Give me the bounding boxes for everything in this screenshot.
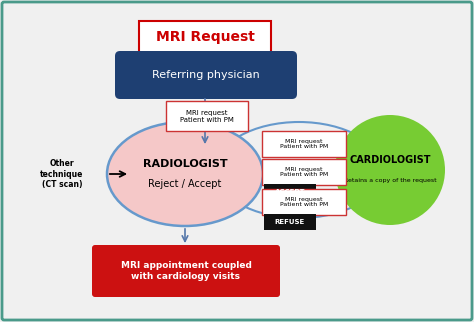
Text: ACCEPT: ACCEPT (275, 189, 305, 195)
FancyBboxPatch shape (166, 101, 248, 131)
Text: MRI Request: MRI Request (155, 30, 255, 44)
Text: REFUSE: REFUSE (275, 219, 305, 225)
FancyBboxPatch shape (139, 21, 271, 53)
Text: MRI appointment coupled
with cardiology visits: MRI appointment coupled with cardiology … (120, 261, 251, 281)
FancyBboxPatch shape (262, 189, 346, 215)
Text: Referring physician: Referring physician (152, 70, 260, 80)
Text: CARDIOLOGIST: CARDIOLOGIST (349, 155, 431, 165)
Text: MRI request
Patient with PM: MRI request Patient with PM (280, 138, 328, 149)
FancyBboxPatch shape (264, 184, 316, 200)
FancyBboxPatch shape (92, 245, 280, 297)
Text: MRI request
Patient with PM: MRI request Patient with PM (280, 197, 328, 207)
Text: Other
technique
(CT scan): Other technique (CT scan) (40, 159, 84, 189)
Text: Reject / Accept: Reject / Accept (148, 179, 222, 189)
Text: MRI request
Patient with PM: MRI request Patient with PM (280, 166, 328, 177)
Text: Retains a copy of the request: Retains a copy of the request (344, 177, 436, 183)
FancyBboxPatch shape (2, 2, 472, 320)
FancyBboxPatch shape (264, 214, 316, 230)
FancyBboxPatch shape (262, 131, 346, 157)
Ellipse shape (107, 122, 263, 226)
FancyBboxPatch shape (115, 51, 297, 99)
FancyBboxPatch shape (262, 159, 346, 185)
Ellipse shape (335, 115, 445, 225)
Text: RADIOLOGIST: RADIOLOGIST (143, 159, 228, 169)
Text: MRI request
Patient with PM: MRI request Patient with PM (180, 109, 234, 122)
